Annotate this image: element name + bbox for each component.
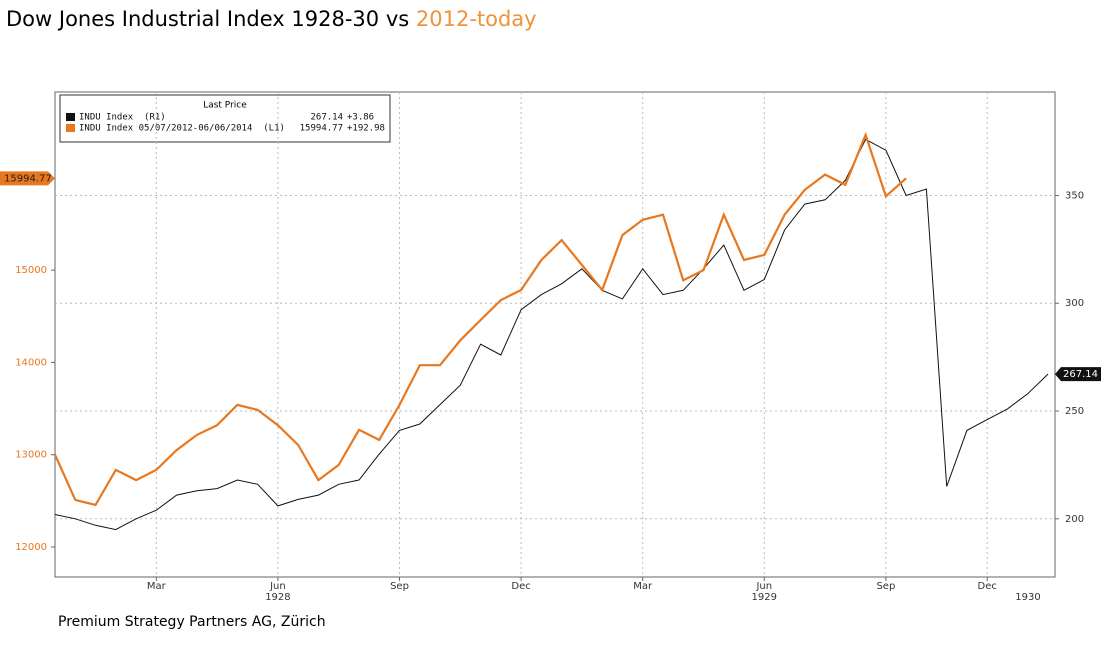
last-value-tag (1055, 367, 1101, 382)
y-tick-label: 13000 (15, 450, 47, 461)
legend: Last Price INDU Index (R1) 267.14 +3.86 IND… (59, 94, 391, 143)
series-line (53, 131, 907, 507)
x-tick-label: Jun (269, 581, 286, 592)
x-tick-label: Dec (511, 581, 530, 592)
legend-change: +192.98 (347, 124, 385, 134)
x-tick-label: Mar (633, 581, 653, 592)
title-main: Dow Jones Industrial Index 1928-30 vs (6, 7, 416, 31)
legend-label: INDU Index 05/07/2012-06/06/2014 (L1) (79, 124, 285, 134)
legend-swatch (66, 113, 75, 121)
legend-label: INDU Index (R1) (79, 113, 166, 123)
x-tick-label: Sep (876, 581, 895, 592)
title-highlight: 2012-today (416, 7, 537, 31)
x-year-label: 1929 (752, 592, 777, 603)
x-tick-label: Jun (755, 581, 772, 592)
y-tick-label: 15000 (15, 265, 47, 276)
last-value-label: 15994.77 (4, 173, 52, 184)
y2-tick-label: 350 (1065, 190, 1084, 201)
x-tick-label: Sep (390, 581, 409, 592)
chart-title: Dow Jones Industrial Index 1928-30 vs 20… (6, 7, 537, 31)
x-tick-label: Mar (147, 581, 167, 592)
y-tick-label: 14000 (15, 357, 47, 368)
legend-change: +3.86 (347, 113, 374, 123)
y2-tick-label: 200 (1065, 514, 1084, 525)
last-value-tag (0, 171, 55, 186)
legend-last: 267.14 (310, 113, 343, 123)
x-year-label: 1928 (265, 592, 290, 603)
y2-tick-label: 300 (1065, 298, 1084, 309)
x-year-label: 1930 (1015, 592, 1040, 603)
legend-header: Last Price (203, 101, 247, 111)
y-tick-label: 12000 (15, 542, 47, 553)
legend-last: 15994.77 (300, 124, 343, 134)
legend-swatch (66, 124, 75, 132)
footer: Premium Strategy Partners AG, Zürich (58, 614, 326, 630)
last-value-label: 267.14 (1063, 369, 1098, 380)
series-line (54, 138, 1049, 531)
plot-frame (54, 91, 1056, 578)
x-tick-label: Dec (978, 581, 997, 592)
legend-box (59, 94, 391, 143)
y2-tick-label: 250 (1065, 406, 1084, 417)
